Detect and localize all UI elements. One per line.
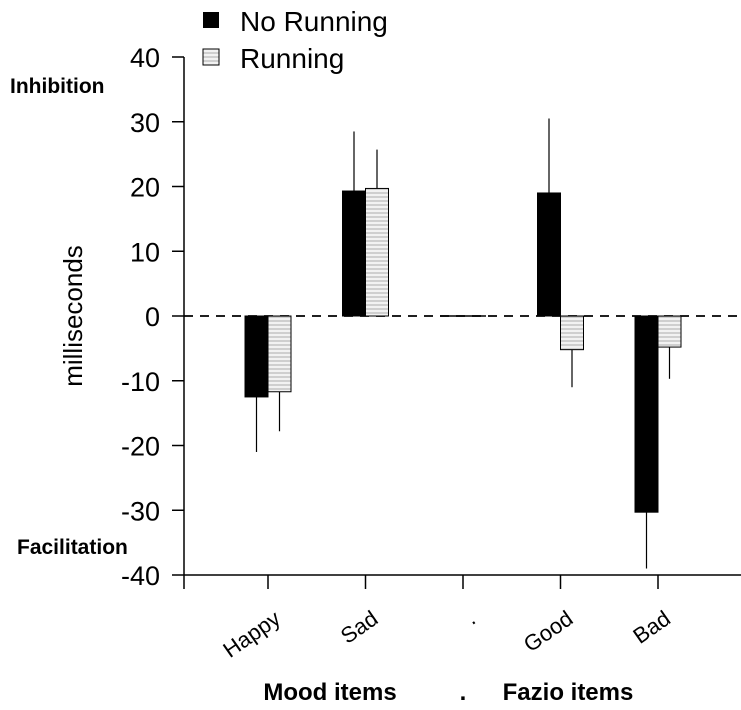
x-tick-label: Sad	[336, 606, 382, 649]
y-tick-label: -40	[121, 561, 160, 591]
bar-no-running	[537, 192, 561, 317]
group-label-fazio-items: Fazio items	[503, 679, 634, 706]
bar-running	[560, 315, 584, 351]
legend-label-running: Running	[240, 43, 344, 74]
legend-swatch-no-running	[203, 12, 219, 28]
bar-no-running	[244, 315, 269, 398]
y-tick-label: 10	[130, 237, 160, 267]
group-label-mood-items: Mood items	[263, 679, 396, 706]
group-label-separator: .	[460, 679, 467, 706]
x-tick-label: Happy	[218, 606, 284, 663]
bar-no-running	[634, 315, 659, 513]
y-tick-label: -20	[121, 432, 160, 462]
y-axis-label: milliseconds	[58, 245, 88, 387]
legend-label-no-running: No Running	[240, 6, 388, 37]
y-ticks: 40 30 20 10 0 -10 -20 -30 -40	[121, 43, 184, 591]
y-tick-label: -10	[121, 367, 160, 397]
bar-running	[365, 187, 389, 317]
y-tick-label: 30	[130, 108, 160, 138]
bar-no-running	[342, 190, 366, 317]
legend-swatch-running	[202, 48, 220, 66]
x-tick-label: Bad	[628, 606, 674, 649]
bar-running	[657, 315, 682, 348]
y-tick-label: -30	[121, 496, 160, 526]
bars	[244, 118, 682, 569]
bar-running	[267, 315, 292, 393]
x-tick-label: Good	[519, 606, 577, 657]
x-tick-label: .	[461, 606, 480, 630]
y-tick-label: 40	[130, 43, 160, 73]
y-tick-label: 0	[145, 302, 160, 332]
annotation-facilitation: Facilitation	[17, 536, 128, 559]
annotation-inhibition: Inhibition	[10, 75, 104, 98]
y-tick-label: 20	[130, 173, 160, 203]
x-ticks: Happy Sad. Good Bad	[183, 575, 675, 663]
legend: No Running Running	[202, 6, 388, 74]
